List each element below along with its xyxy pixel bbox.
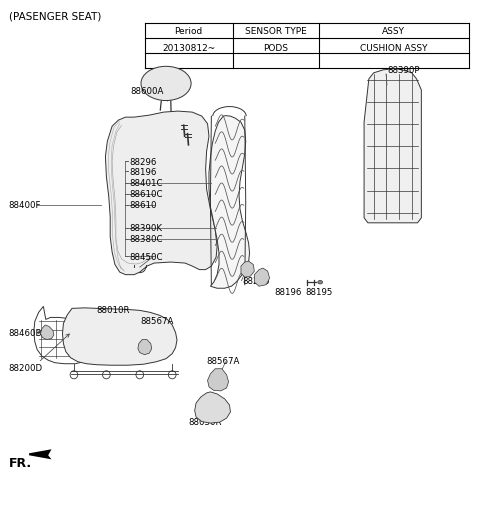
Text: 88600A: 88600A xyxy=(130,87,164,96)
Polygon shape xyxy=(40,325,54,340)
Text: 88450C: 88450C xyxy=(129,252,163,261)
Polygon shape xyxy=(29,449,51,460)
Polygon shape xyxy=(195,392,230,423)
Polygon shape xyxy=(62,308,177,366)
Polygon shape xyxy=(241,262,254,278)
Text: 88400F: 88400F xyxy=(9,201,41,210)
Text: 88567A: 88567A xyxy=(141,317,174,326)
Text: 88200D: 88200D xyxy=(9,364,43,373)
Text: 88390P: 88390P xyxy=(387,66,420,75)
Ellipse shape xyxy=(141,67,191,102)
Text: 88296: 88296 xyxy=(129,158,156,167)
Polygon shape xyxy=(207,369,228,391)
Text: 20130812~: 20130812~ xyxy=(162,43,216,53)
Text: 88030R: 88030R xyxy=(189,417,222,426)
Ellipse shape xyxy=(318,281,323,284)
Text: 88010R: 88010R xyxy=(97,305,131,314)
Text: 88380C: 88380C xyxy=(129,235,163,244)
Text: 88196: 88196 xyxy=(275,287,302,296)
Text: 88460B: 88460B xyxy=(9,328,42,337)
Text: (PASENGER SEAT): (PASENGER SEAT) xyxy=(9,12,101,21)
Text: 88401C: 88401C xyxy=(129,179,163,188)
Text: 88610: 88610 xyxy=(129,201,157,210)
Text: SENSOR TYPE: SENSOR TYPE xyxy=(245,27,307,36)
Text: 88196: 88196 xyxy=(129,168,156,177)
Text: PODS: PODS xyxy=(264,43,288,53)
Polygon shape xyxy=(138,340,152,355)
Text: 88195: 88195 xyxy=(306,287,333,296)
Text: ASSY: ASSY xyxy=(383,27,406,36)
Text: 88296: 88296 xyxy=(242,277,270,286)
Text: CUSHION ASSY: CUSHION ASSY xyxy=(360,43,428,53)
Text: 88610C: 88610C xyxy=(129,190,163,199)
Text: 88390K: 88390K xyxy=(129,224,162,233)
Text: FR.: FR. xyxy=(9,456,32,469)
Polygon shape xyxy=(254,269,270,287)
Polygon shape xyxy=(106,112,217,275)
Text: Period: Period xyxy=(175,27,203,36)
Text: 88567A: 88567A xyxy=(206,356,240,365)
Polygon shape xyxy=(209,116,250,289)
Polygon shape xyxy=(364,69,421,223)
